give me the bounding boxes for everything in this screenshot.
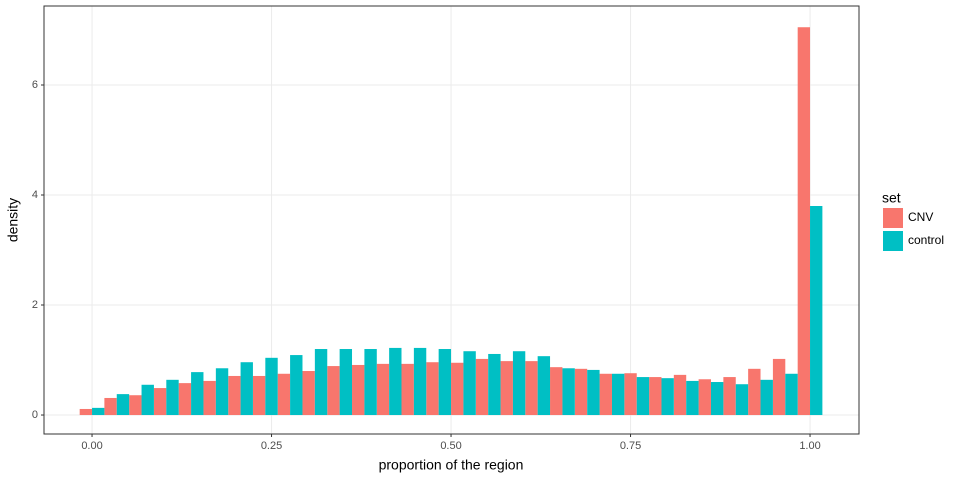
bar (710, 382, 724, 416)
x-tick-label: 1.00 (799, 440, 820, 452)
bar (364, 349, 377, 416)
bar (389, 347, 402, 416)
bar (339, 349, 353, 416)
y-tick-label: 6 (32, 79, 38, 91)
bar (772, 358, 786, 416)
bar (426, 362, 439, 416)
bar (599, 373, 612, 416)
bar (265, 357, 278, 416)
bar (116, 394, 130, 416)
bar (166, 379, 179, 416)
bar (215, 368, 229, 416)
bar (636, 377, 650, 416)
bar (141, 384, 154, 416)
bar (562, 368, 575, 416)
bar (277, 373, 291, 416)
x-tick-label: 0.00 (81, 440, 102, 452)
bar (203, 380, 216, 416)
bar (302, 371, 315, 416)
bar (810, 206, 823, 416)
bar (488, 353, 501, 416)
y-axis-title: density (5, 198, 21, 242)
legend-label: control (908, 233, 944, 247)
bar (413, 347, 427, 416)
bar (178, 383, 192, 416)
bar (451, 362, 464, 416)
bar (153, 388, 167, 416)
bar (735, 384, 749, 416)
legend-title: set (882, 190, 901, 206)
y-tick-label: 0 (32, 409, 38, 421)
bar (686, 380, 699, 416)
x-tick-label: 0.75 (620, 440, 641, 452)
bar (537, 356, 551, 416)
bar (438, 349, 452, 416)
legend-key (883, 208, 903, 228)
y-tick-label: 2 (32, 299, 38, 311)
bar (401, 363, 414, 416)
bar (290, 355, 303, 416)
bar (240, 362, 253, 416)
legend-key (883, 231, 903, 251)
bar (748, 368, 761, 416)
bar (785, 373, 798, 416)
bar (587, 369, 600, 416)
bar (500, 361, 513, 416)
bar (512, 351, 526, 416)
bar (191, 372, 204, 416)
bar (797, 27, 811, 416)
bar (92, 407, 105, 416)
bar (376, 363, 390, 416)
bar (252, 375, 266, 416)
bar (611, 373, 625, 416)
bar (723, 377, 736, 416)
bar (661, 378, 674, 416)
legend-label: CNV (908, 210, 933, 224)
bar (574, 368, 588, 416)
x-tick-label: 0.25 (261, 440, 282, 452)
bar (104, 397, 117, 416)
y-tick-label: 4 (32, 189, 38, 201)
x-axis-title: proportion of the region (379, 457, 524, 473)
bar (673, 374, 687, 416)
bar (624, 373, 637, 416)
bar (649, 377, 662, 416)
bar (550, 367, 563, 416)
bar (327, 366, 340, 416)
bar (352, 364, 365, 416)
panel-border (43, 5, 860, 435)
x-tick-label: 0.50 (440, 440, 461, 452)
bar (463, 351, 476, 416)
bar (698, 379, 711, 416)
bar (314, 349, 328, 416)
bar (525, 361, 538, 416)
bar (228, 375, 241, 416)
bar (79, 408, 93, 416)
bar (760, 379, 773, 416)
bar (129, 395, 142, 416)
bar (475, 358, 489, 416)
